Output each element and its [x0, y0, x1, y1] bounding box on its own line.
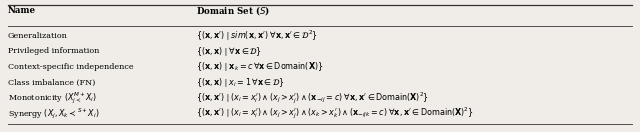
Text: Generalization: Generalization — [8, 32, 68, 39]
Text: Monotonicity $(X_{j\prec}^{M+} X_i)$: Monotonicity $(X_{j\prec}^{M+} X_i)$ — [8, 90, 97, 106]
Text: Synergy $(X_j, X_k{\prec}^{S+} X_i)$: Synergy $(X_j, X_k{\prec}^{S+} X_i)$ — [8, 106, 99, 121]
Text: $\{(\mathbf{x}, \mathbf{x}^{\prime}) \mid (x_i = x_i^{\prime}) \wedge (x_j > x_j: $\{(\mathbf{x}, \mathbf{x}^{\prime}) \mi… — [196, 106, 474, 121]
Text: $\{(\mathbf{x}, \mathbf{x}) \mid \forall \mathbf{x} \in \mathcal{D}\}$: $\{(\mathbf{x}, \mathbf{x}) \mid \forall… — [196, 45, 262, 58]
Text: $\{(\mathbf{x}, \mathbf{x}) \mid x_i = 1\, \forall \mathbf{x} \in \mathcal{D}\}$: $\{(\mathbf{x}, \mathbf{x}) \mid x_i = 1… — [196, 76, 285, 89]
Text: Name: Name — [8, 6, 36, 15]
Text: $\{(\mathbf{x}, \mathbf{x}^{\prime}) \mid (x_i = x_i^{\prime}) \wedge (x_j > x_j: $\{(\mathbf{x}, \mathbf{x}^{\prime}) \mi… — [196, 90, 429, 106]
Text: $\{(\mathbf{x}, \mathbf{x}) \mid \mathbf{x}_k = c\, \forall \mathbf{x} \in \math: $\{(\mathbf{x}, \mathbf{x}) \mid \mathbf… — [196, 60, 324, 73]
Text: Class imbalance (FN): Class imbalance (FN) — [8, 78, 95, 86]
Text: Privileged information: Privileged information — [8, 47, 99, 55]
Text: Context-specific independence: Context-specific independence — [8, 63, 133, 71]
Text: $\{(\mathbf{x}, \mathbf{x}^{\prime}) \mid \mathit{sim}(\mathbf{x}, \mathbf{x}^{\: $\{(\mathbf{x}, \mathbf{x}^{\prime}) \mi… — [196, 28, 319, 43]
Text: Domain Set ($S$): Domain Set ($S$) — [196, 4, 271, 17]
